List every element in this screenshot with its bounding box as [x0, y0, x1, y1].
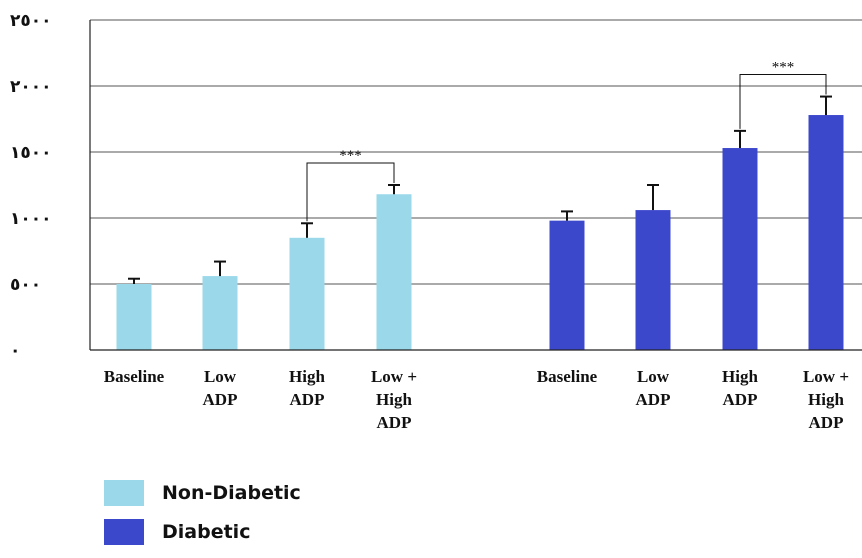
x-category-label-0-2-1: ADP [290, 390, 325, 409]
error-bars [128, 95, 832, 284]
legend: Non-Diabetic Diabetic [104, 480, 301, 558]
significance-bracket-line-0 [306, 162, 395, 222]
y-tick-label-2000: ٢٠٠٠ [10, 77, 52, 97]
error-bar-non-diabetic-2 [301, 222, 313, 238]
error-bar-diabetic-2 [734, 129, 746, 149]
axes [89, 19, 862, 351]
legend-label-non-diabetic: Non-Diabetic [162, 482, 301, 504]
bar-non-diabetic-2 [289, 237, 325, 350]
x-category-label-1-3-1: High [808, 390, 844, 409]
bar-diabetic-2 [722, 148, 758, 350]
y-axis-ticks: ٠ ٥٠٠ ١٠٠٠ ١٥٠٠ ٢٠٠٠ ٢٥٠٠ [10, 11, 52, 361]
bar-non-diabetic-1 [202, 276, 238, 350]
bars [116, 115, 844, 350]
x-category-label-0-0-0: Baseline [104, 367, 165, 386]
x-category-label-1-3-0: Low + [803, 367, 849, 386]
x-category-label-0-1-1: ADP [203, 390, 238, 409]
bar-diabetic-1 [635, 210, 671, 350]
error-bar-non-diabetic-3 [388, 184, 400, 195]
y-tick-label-1000: ١٠٠٠ [10, 209, 52, 229]
significance-brackets: *** *** [306, 60, 827, 222]
x-category-label-1-3-2: ADP [809, 413, 844, 432]
x-category-label-0-3-0: Low + [371, 367, 417, 386]
significance-bracket-1: *** [739, 60, 827, 129]
x-category-label-0-3-2: ADP [377, 413, 412, 432]
bar-non-diabetic-0 [116, 284, 152, 350]
x-category-label-1-2-0: High [722, 367, 758, 386]
legend-label-diabetic: Diabetic [162, 521, 251, 543]
y-tick-label-0: ٠ [10, 341, 20, 361]
bar-diabetic-3 [808, 115, 844, 350]
bar-non-diabetic-3 [376, 194, 412, 350]
y-tick-label-2500: ٢٥٠٠ [10, 11, 52, 31]
y-tick-label-500: ٥٠٠ [10, 275, 41, 295]
bar-diabetic-0 [549, 220, 585, 350]
legend-item-diabetic: Diabetic [104, 519, 301, 545]
x-category-label-0-1-0: Low [204, 367, 237, 386]
error-bar-diabetic-0 [561, 210, 573, 221]
error-bar-non-diabetic-1 [214, 260, 226, 277]
legend-swatch-non-diabetic [104, 480, 144, 506]
significance-bracket-line-1 [739, 74, 827, 129]
x-category-label-1-0-0: Baseline [537, 367, 598, 386]
x-category-label-0-2-0: High [289, 367, 325, 386]
x-axis-category-labels: Baseline Low ADP High ADP Low + High ADP Baselin… [104, 367, 849, 432]
x-category-label-0-3-1: High [376, 390, 412, 409]
legend-swatch-diabetic [104, 519, 144, 545]
error-bar-diabetic-1 [647, 184, 659, 211]
error-bar-non-diabetic-0 [128, 277, 140, 284]
significance-label-1: *** [772, 60, 795, 76]
y-tick-label-1500: ١٥٠٠ [10, 143, 52, 163]
legend-item-non-diabetic: Non-Diabetic [104, 480, 301, 506]
x-category-label-1-1-1: ADP [636, 390, 671, 409]
x-category-label-1-1-0: Low [637, 367, 670, 386]
significance-label-0: *** [339, 148, 362, 164]
significance-bracket-0: *** [306, 148, 395, 222]
bar-chart: ٠ ٥٠٠ ١٠٠٠ ١٥٠٠ ٢٠٠٠ ٢٥٠٠ *** *** Baseline Low A… [10, 11, 862, 432]
error-bar-diabetic-3 [820, 95, 832, 116]
x-category-label-1-2-1: ADP [723, 390, 758, 409]
